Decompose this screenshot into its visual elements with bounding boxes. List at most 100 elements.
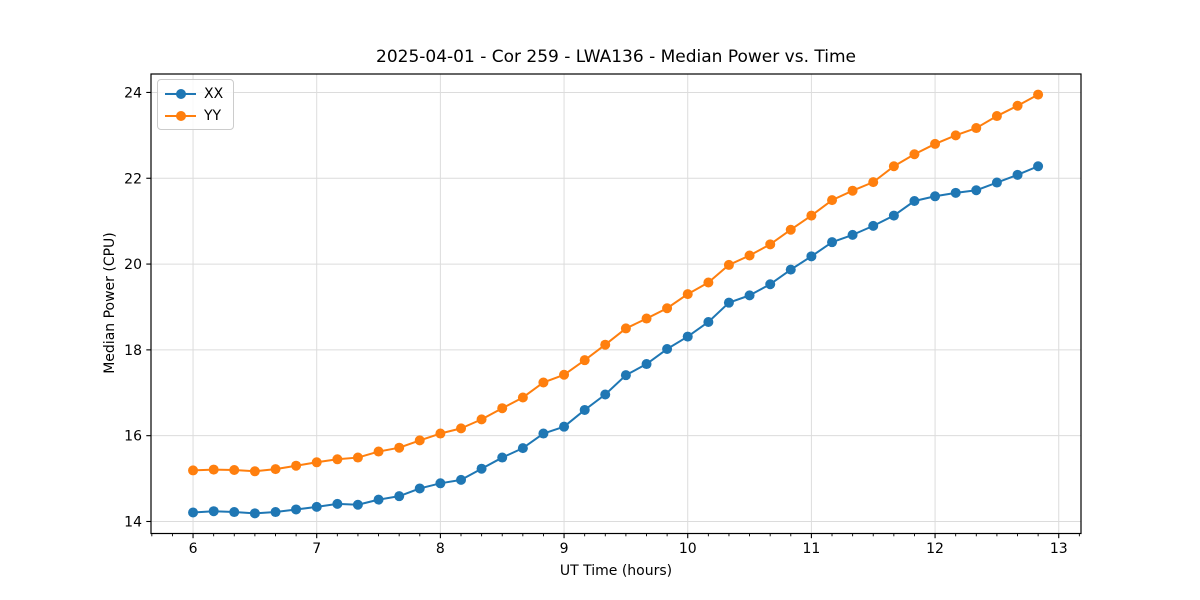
data-point-yy [373,446,384,457]
data-point-xx [229,507,240,518]
data-point-yy [517,392,528,403]
x-tick-label: 9 [560,541,569,557]
data-point-yy [930,138,941,149]
x-tick-label: 13 [1050,541,1068,557]
x-tick-label: 8 [436,541,445,557]
data-point-xx [1033,161,1044,172]
data-point-yy [435,428,446,439]
y-tick-label: 22 [124,171,142,187]
data-point-yy [291,460,302,471]
x-tick-label: 7 [312,541,321,557]
data-point-xx [1012,169,1023,180]
data-point-yy [620,323,631,334]
data-point-xx [476,463,487,474]
data-point-yy [971,123,982,134]
data-point-xx [456,474,467,485]
data-point-xx [559,421,570,432]
data-point-yy [765,239,776,250]
data-point-xx [785,264,796,275]
data-point-yy [394,442,405,453]
data-point-yy [682,289,693,300]
data-point-yy [662,303,673,314]
data-point-yy [559,369,570,380]
data-point-yy [909,149,920,160]
data-point-xx [414,483,425,494]
data-point-yy [249,466,260,477]
data-point-yy [476,414,487,425]
data-point-xx [682,331,693,342]
data-point-yy [1012,100,1023,111]
x-tick-label: 12 [926,541,944,557]
data-point-xx [930,191,941,202]
data-point-yy [188,465,199,476]
data-point-yy [311,457,322,468]
data-point-yy [352,452,363,463]
data-point-yy [744,250,755,261]
data-point-xx [723,297,734,308]
data-point-xx [435,478,446,489]
x-tick-label: 6 [189,541,198,557]
y-tick-label: 18 [124,343,142,359]
data-point-xx [703,316,714,327]
legend-label: YY [204,107,222,124]
data-point-yy [868,177,879,188]
data-point-xx [394,491,405,502]
data-point-xx [620,370,631,381]
data-point-xx [991,177,1002,188]
x-tick-label: 11 [802,541,820,557]
data-point-yy [806,210,817,221]
data-point-yy [579,355,590,366]
data-point-xx [538,428,549,439]
data-point-yy [538,377,549,388]
data-point-yy [1033,89,1044,100]
data-point-yy [414,435,425,446]
data-point-xx [579,404,590,415]
legend-item-xx: XX [165,85,223,102]
data-point-yy [785,224,796,235]
data-point-xx [249,508,260,519]
data-point-yy [497,403,508,414]
data-point-xx [332,498,343,509]
data-point-xx [188,507,199,518]
data-point-xx [517,443,528,454]
data-point-yy [950,130,961,141]
data-point-yy [600,339,611,350]
y-tick-label: 16 [124,429,142,445]
y-tick-label: 14 [124,514,142,530]
y-tick-label: 20 [124,257,142,273]
data-point-xx [950,187,961,198]
data-point-xx [311,501,322,512]
data-point-yy [208,464,219,475]
data-point-xx [827,237,838,248]
data-point-yy [456,423,467,434]
x-tick-label: 10 [679,541,697,557]
legend-marker-icon [165,110,196,121]
data-point-xx [373,494,384,505]
data-point-xx [888,210,899,221]
data-point-yy [703,277,714,288]
y-tick-label: 24 [124,85,142,101]
y-axis-label: Median Power (CPU) [102,232,118,374]
x-axis-label: UT Time (hours) [559,563,673,579]
data-point-xx [208,506,219,517]
data-point-yy [847,185,858,196]
data-point-xx [971,185,982,196]
data-point-xx [270,507,281,518]
plot-border [150,73,1082,535]
data-point-xx [909,196,920,206]
data-point-xx [600,389,611,400]
data-point-xx [765,279,776,290]
data-point-yy [229,465,240,475]
data-point-xx [352,499,363,510]
chart-title: 2025-04-01 - Cor 259 - LWA136 - Median P… [376,47,856,67]
legend: XX YY [157,79,235,130]
data-point-xx [806,251,817,262]
data-point-xx [497,452,508,463]
legend-item-yy: YY [165,107,223,124]
data-point-yy [827,195,838,206]
data-point-yy [991,111,1002,122]
data-point-xx [291,504,302,515]
data-point-xx [744,290,755,301]
